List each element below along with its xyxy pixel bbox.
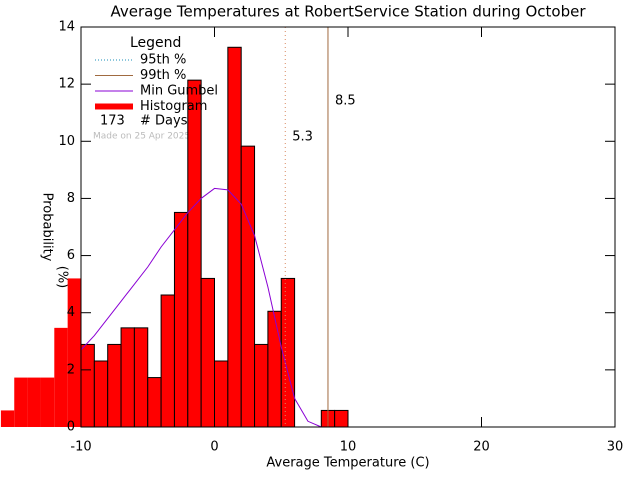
- x-tick-label: 20: [473, 440, 490, 455]
- y-tick-label: 4: [67, 305, 75, 320]
- histogram-bar: [40, 377, 55, 427]
- y-tick-label: 2: [67, 362, 75, 377]
- y-tick-label: 8: [67, 191, 75, 206]
- histogram-bar: [133, 327, 149, 428]
- histogram-bar: [80, 343, 95, 428]
- legend-label: 95th %: [140, 53, 186, 68]
- histogram-bar: [147, 377, 162, 428]
- histogram-bar: [93, 360, 109, 428]
- y-tick-label: 6: [67, 248, 75, 263]
- x-tick-label: 10: [340, 440, 357, 455]
- x-tick-label: 30: [607, 440, 624, 455]
- days-label: # Days: [140, 114, 188, 129]
- legend-label: 99th %: [140, 68, 186, 83]
- y-tick-label: 10: [58, 134, 75, 149]
- legend-title: Legend: [130, 35, 181, 51]
- histogram-bar: [27, 377, 41, 427]
- x-axis-label: Average Temperature (C): [266, 456, 429, 471]
- y-axis-label: Probability: [40, 193, 55, 262]
- watermark: Made on 25 Apr 2025: [93, 132, 190, 142]
- histogram-bar: [280, 277, 296, 428]
- y-axis-label: (%): [55, 266, 70, 289]
- histogram-bar: [54, 327, 68, 427]
- histogram-bar: [200, 277, 215, 428]
- legend-label: Histogram: [140, 99, 207, 114]
- histogram-bar: [240, 145, 256, 428]
- x-tick-label: -10: [70, 440, 91, 455]
- y-tick-label: 14: [58, 20, 75, 35]
- percentile-label: 8.5: [335, 94, 356, 109]
- histogram-bar: [334, 409, 349, 428]
- histogram-bar: [120, 327, 135, 428]
- histogram-bar: [173, 211, 189, 428]
- histogram-bar: [0, 410, 15, 427]
- y-tick-label: 12: [58, 77, 75, 92]
- histogram-bar: [267, 310, 282, 428]
- y-tick-label: 0: [67, 420, 75, 435]
- histogram-bar: [67, 278, 81, 427]
- histogram-bar: [214, 360, 229, 428]
- histogram-bar: [187, 79, 202, 428]
- chart-title: Average Temperatures at RobertService St…: [110, 3, 586, 21]
- histogram-bar: [160, 294, 175, 428]
- histogram-bar: [107, 343, 122, 428]
- gumbel-curve: [80, 187, 322, 428]
- percentile-label: 5.3: [292, 130, 313, 145]
- histogram-bar: [254, 343, 269, 428]
- histogram-bar: [227, 46, 242, 428]
- histogram-bar: [14, 377, 28, 427]
- legend-label: Min Gumbel: [140, 84, 218, 99]
- days-count: 173: [100, 114, 125, 129]
- x-tick-label: 0: [210, 440, 218, 455]
